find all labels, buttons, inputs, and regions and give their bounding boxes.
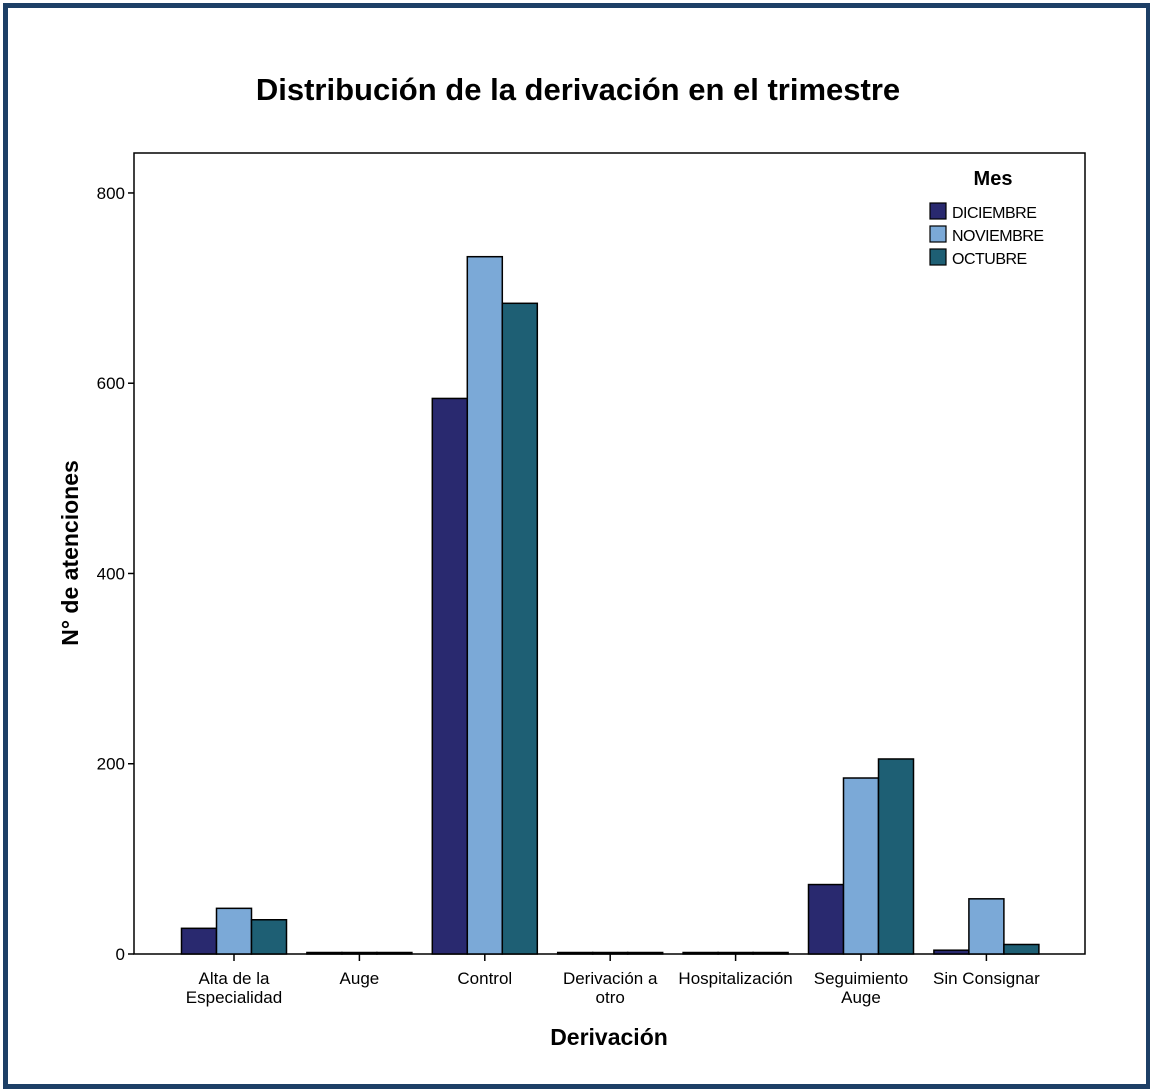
x-tick-label: Derivación a otro [563,969,658,1007]
bar-diciembre-1 [306,951,343,955]
bar-noviembre-3 [591,951,629,955]
x-tick-label: Auge [340,969,380,988]
bar-octubre-4 [752,951,789,955]
x-tick-label: Control [457,969,512,988]
legend-label: NOVIEMBRE [952,228,1044,245]
plot-area [133,152,1086,955]
x-tick-label: Sin Consignar [933,969,1040,988]
x-tick-label-line: otro [596,988,625,1007]
y-axis-title: N° de atenciones [57,460,83,646]
x-tick-label-line: Auge [841,988,881,1007]
bar-octubre-6 [1003,943,1040,955]
bar-octubre-5 [877,758,915,955]
bar-noviembre-4 [717,951,754,955]
chart-frame [3,3,1150,1089]
legend-swatch [929,225,947,243]
bar-noviembre-5 [842,777,880,955]
bar-diciembre-5 [807,883,845,955]
x-tick-label-line: Derivación a [563,969,658,988]
x-tick-label-line: Especialidad [186,988,282,1007]
y-tick-label: 400 [97,564,125,583]
legend-label: DICIEMBRE [952,205,1036,222]
legend-label: OCTUBRE [952,251,1027,268]
bar-diciembre-3 [556,951,594,955]
x-tick-label-line: Alta de la [199,969,270,988]
x-axis-title: Derivación [550,1024,668,1050]
bar-diciembre-0 [180,927,218,955]
x-tick-label: Seguimiento Auge [814,969,909,1007]
y-tick-label: 600 [97,374,125,393]
bar-octubre-0 [250,919,288,955]
y-tick-label: 200 [97,755,125,774]
x-tick-label-line: Seguimiento [814,969,909,988]
bars-group [180,255,1040,955]
bar-noviembre-0 [215,907,253,955]
legend: Mes DICIEMBRE NOVIEMBRE OCTUBRE [929,168,1044,268]
bar-noviembre-1 [341,951,378,955]
legend-swatch [929,248,947,266]
x-tick-label-line: Hospitalización [678,969,792,988]
bar-noviembre-2 [466,255,504,955]
x-axis: Alta de la Especialidad Auge Control Derivac… [186,954,1040,1007]
x-tick-label-line: Auge [340,969,380,988]
y-axis: 0 200 400 600 800 [97,184,134,964]
legend-title: Mes [974,168,1013,190]
y-tick-label: 800 [97,184,125,203]
bar-octubre-2 [501,302,539,955]
bar-diciembre-2 [431,397,469,955]
bar-diciembre-6 [933,949,970,955]
x-tick-label-line: Sin Consignar [933,969,1040,988]
legend-swatch [929,202,947,220]
chart-title: Distribución de la derivación en el trim… [256,72,900,107]
x-tick-label: Alta de la Especialidad [186,969,282,1007]
x-tick-label-line: Control [457,969,512,988]
bar-noviembre-6 [968,898,1005,955]
x-tick-label: Hospitalización [678,969,792,988]
bar-octubre-1 [376,951,413,955]
bar-octubre-3 [626,951,664,955]
y-tick-label: 0 [116,945,125,964]
bar-diciembre-4 [682,951,719,955]
